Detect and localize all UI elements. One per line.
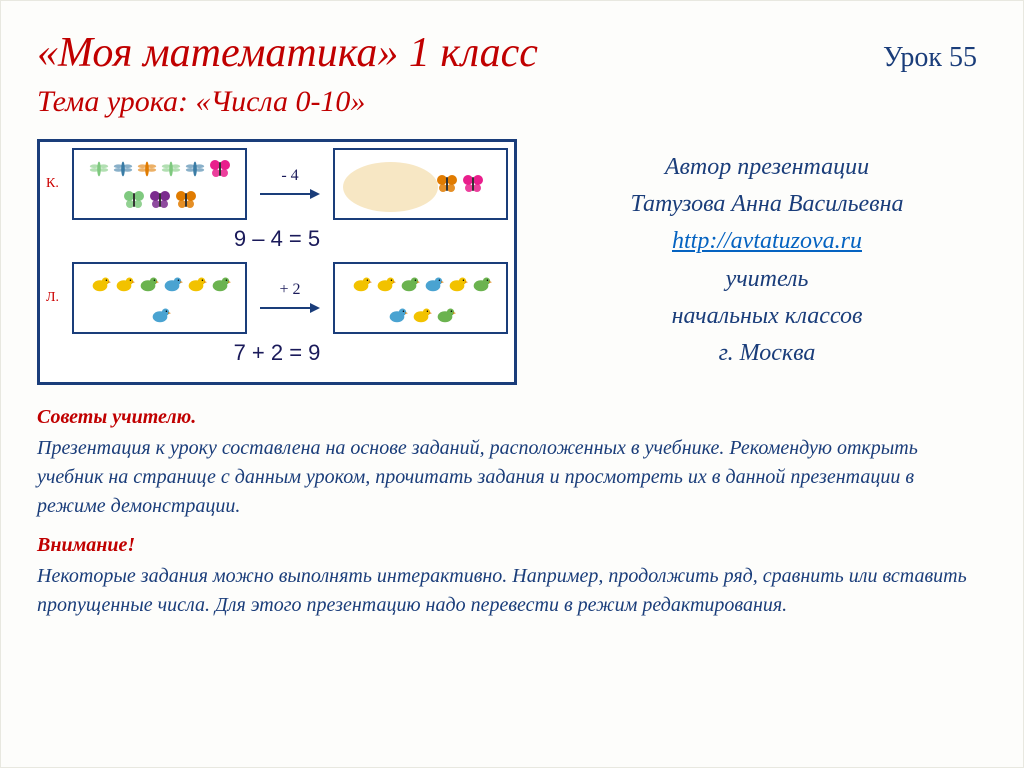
row2-left-frame: [72, 262, 247, 334]
equation-1: 9 – 4 = 5: [46, 226, 508, 252]
main-title: «Моя математика» 1 класс: [37, 29, 538, 77]
content-row: К. - 4 9 – 4 = 5 Л. + 2 7 + 2 = 9 Автор …: [37, 139, 987, 385]
author-line2: Татузова Анна Васильевна: [547, 186, 987, 223]
header-row: «Моя математика» 1 класс Урок 55: [37, 29, 987, 77]
lesson-number: Урок 55: [883, 42, 977, 74]
exercise-row-k: К. - 4: [46, 148, 508, 220]
row2-op-label: + 2: [255, 281, 325, 299]
arrow-right-icon: [260, 187, 320, 201]
author-link[interactable]: http://avtatuzova.ru: [672, 228, 862, 254]
row2-arrow: + 2: [255, 281, 325, 315]
author-line1: Автор презентации: [547, 149, 987, 186]
row1-arrow: - 4: [255, 167, 325, 201]
row1-left-frame: [72, 148, 247, 220]
advice-heading: Советы учителю.: [37, 403, 987, 432]
advice-p2: Некоторые задания можно выполнять интера…: [37, 562, 987, 620]
advice-p1: Презентация к уроку составлена на основе…: [37, 434, 987, 521]
arrow-right-icon: [260, 301, 320, 315]
author-block: Автор презентации Татузова Анна Васильев…: [547, 139, 987, 372]
row1-right-frame: [333, 148, 508, 220]
lesson-topic: Тема урока: «Числа 0-10»: [37, 85, 987, 119]
row2-right-frame: [333, 262, 508, 334]
attention-heading: Внимание!: [37, 531, 987, 560]
exercise-panel: К. - 4 9 – 4 = 5 Л. + 2 7 + 2 = 9: [37, 139, 517, 385]
author-line5: г. Москва: [547, 335, 987, 372]
equation-2: 7 + 2 = 9: [46, 340, 508, 366]
exercise-row-l: Л. + 2: [46, 262, 508, 334]
row1-op-label: - 4: [255, 167, 325, 185]
row-label-l: Л.: [46, 290, 64, 306]
author-line3: учитель: [547, 261, 987, 298]
author-line4: начальных классов: [547, 298, 987, 335]
oval-highlight: [343, 162, 438, 212]
advice-block: Советы учителю. Презентация к уроку сост…: [37, 403, 987, 620]
row-label-k: К.: [46, 176, 64, 192]
